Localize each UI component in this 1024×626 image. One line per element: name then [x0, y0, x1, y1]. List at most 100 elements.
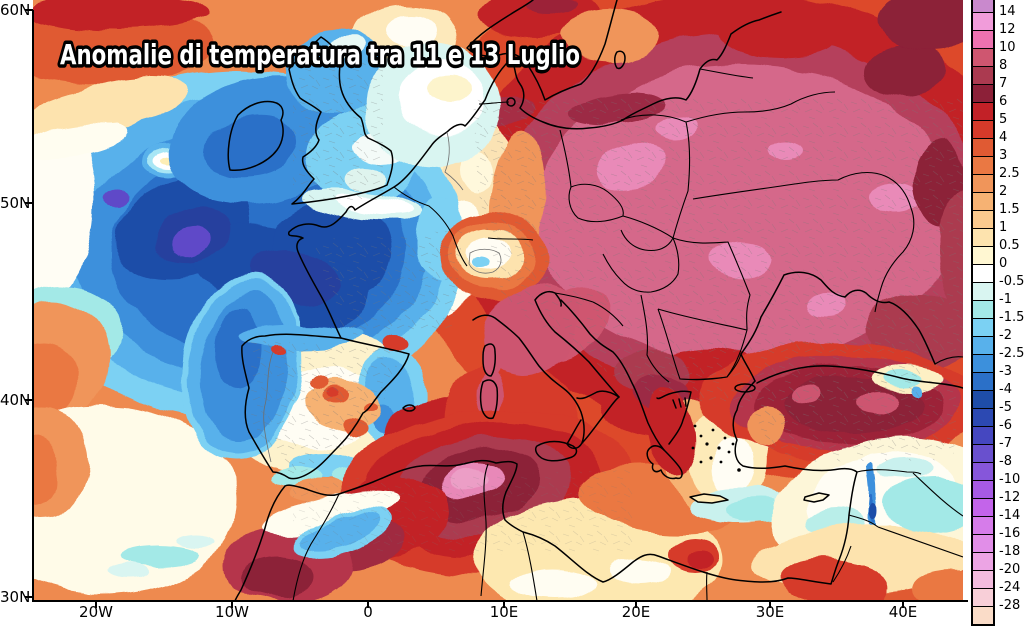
colorbar-tick-label: -5	[999, 400, 1012, 415]
colorbar-cell	[973, 265, 993, 282]
colorbar-tick-label: -16	[999, 526, 1021, 541]
lon-tick	[231, 602, 233, 608]
colorbar-cell	[973, 121, 993, 138]
lon-tick-label: 0	[363, 603, 373, 621]
colorbar-tick-label: -6	[999, 418, 1012, 433]
colorbar-tick-label: -24	[999, 580, 1021, 595]
lat-tick	[25, 399, 33, 401]
colorbar-tick-label: -1	[999, 292, 1012, 307]
admin-border-lines	[263, 131, 502, 463]
colorbar-cell	[973, 49, 993, 66]
colorbar-tick-label: -8	[999, 454, 1012, 469]
lat-tick-label: 40N	[0, 391, 31, 409]
colorbar-cell	[973, 463, 993, 480]
colorbar-tick-label: -4	[999, 382, 1012, 397]
colorbar-tick-label: 1.5	[999, 202, 1020, 217]
colorbar-cell	[973, 247, 993, 264]
colorbar-cell	[973, 85, 993, 102]
left-axis-line	[32, 10, 34, 601]
colorbar-tick-label: -1.5	[999, 310, 1024, 325]
coastlines	[227, 0, 963, 601]
colorbar-tick-label: 4	[999, 130, 1008, 145]
country-borders	[292, 68, 963, 601]
colorbar-cell	[973, 319, 993, 336]
colorbar-tick-label: 12	[999, 22, 1016, 37]
colorbar-tick-label: 5	[999, 112, 1008, 127]
colorbar-cell	[973, 175, 993, 192]
colorbar-cell	[973, 481, 993, 498]
colorbar-cell	[973, 283, 993, 300]
colorbar-cell	[973, 445, 993, 462]
colorbar-cell	[973, 427, 993, 444]
lon-tick	[635, 602, 637, 608]
lon-tick	[95, 602, 97, 608]
colorbar-cell	[973, 0, 993, 12]
colorbar-cell	[973, 337, 993, 354]
colorbar-tick-label: 14	[999, 4, 1016, 19]
lon-tick	[367, 602, 369, 608]
colorbar-cell	[973, 103, 993, 120]
lon-tick-label: 20W	[79, 603, 113, 621]
lat-tick-label: 60N	[0, 1, 31, 19]
lon-tick-label: 10W	[215, 603, 249, 621]
colorbar-cell	[973, 571, 993, 588]
colorbar-cell	[973, 301, 993, 318]
colorbar-cell	[973, 553, 993, 570]
colorbar-cell	[973, 67, 993, 84]
lon-tick-label: 30E	[755, 603, 785, 621]
colorbar-cell	[973, 589, 993, 606]
colorbar-tick-label: 2.5	[999, 166, 1020, 181]
colorbar-tick-label: 7	[999, 76, 1008, 91]
colorbar-cell	[973, 211, 993, 228]
colorbar-cell	[973, 535, 993, 552]
colorbar-cell	[973, 391, 993, 408]
colorbar-tick-label: -28	[999, 598, 1021, 613]
colorbar-tick-label: 8	[999, 58, 1008, 73]
lat-tick	[25, 9, 33, 11]
colorbar-cell	[973, 193, 993, 210]
lat-tick-label: 50N	[0, 194, 31, 212]
bottom-axis-line	[32, 600, 968, 602]
lat-tick	[25, 596, 33, 598]
colorbar-tick-label: 10	[999, 40, 1016, 55]
lon-tick	[902, 602, 904, 608]
lat-tick	[25, 202, 33, 204]
colorbar-tick-label: -20	[999, 562, 1021, 577]
colorbar-tick-label: 2	[999, 184, 1008, 199]
lat-tick-label: 30N	[0, 588, 31, 606]
lon-tick	[769, 602, 771, 608]
colorbar-cell	[973, 607, 993, 624]
colorbar-tick-label: 0	[999, 256, 1008, 271]
colorbar-tick-label: -7	[999, 436, 1012, 451]
colorbar-cell	[973, 229, 993, 246]
colorbar-cell	[973, 13, 993, 30]
colorbar-cell	[973, 517, 993, 534]
lon-tick-label: 40E	[888, 603, 918, 621]
anomaly-map	[33, 0, 963, 601]
colorbar-cell	[973, 157, 993, 174]
lon-tick	[503, 602, 505, 608]
colorbar-tick-label: -12	[999, 490, 1021, 505]
colorbar-tick-label: -10	[999, 472, 1021, 487]
colorbar-tick-label: -2.5	[999, 346, 1024, 361]
anomaly-map-canvas	[33, 0, 963, 601]
colorbar-tick-label: 3	[999, 148, 1008, 163]
colorbar-cell	[973, 31, 993, 48]
lon-tick-label: 20E	[621, 603, 651, 621]
colorbar-tick-label: -18	[999, 544, 1021, 559]
colorbar-cell	[973, 355, 993, 372]
colorbar-tick-label: 1	[999, 220, 1008, 235]
colorbar-cell	[973, 409, 993, 426]
colorbar-tick-label: -3	[999, 364, 1012, 379]
colorbar-tick-label: -0.5	[999, 274, 1024, 289]
colorbar-tick-label: -14	[999, 508, 1021, 523]
colorbar-cell	[973, 139, 993, 156]
colorbar-cell	[973, 499, 993, 516]
colorbar-tick-label: 6	[999, 94, 1008, 109]
colorbar-tick-label: 0.5	[999, 238, 1020, 253]
colorbar-cell	[973, 373, 993, 390]
lon-tick-label: 10E	[489, 603, 519, 621]
colorbar-tick-label: -2	[999, 328, 1012, 343]
colorbar	[971, 0, 995, 626]
